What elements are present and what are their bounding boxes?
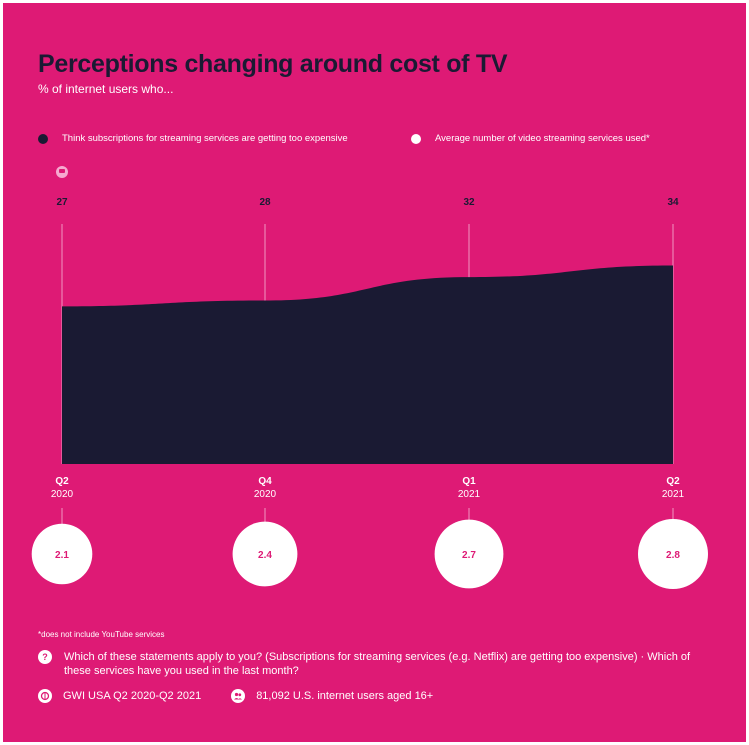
bubble-label: 2.4 (258, 550, 272, 561)
chart-subtitle: % of internet users who... (38, 82, 174, 96)
bubble (232, 521, 298, 587)
x-tick-quarter: Q4 (258, 476, 272, 487)
legend-swatch-white (411, 133, 421, 144)
users-icon (231, 689, 246, 703)
source-row: GWI USA Q2 2020-Q2 2021 81,092 U.S. inte… (38, 689, 463, 703)
data-label: 32 (463, 197, 475, 208)
area-series-expensive (62, 265, 673, 464)
bubble-label: 2.1 (55, 550, 69, 561)
sample-item: 81,092 U.S. internet users aged 16+ (231, 689, 433, 703)
x-tick-quarter: Q2 (666, 476, 680, 487)
legend-item-expensive: Think subscriptions for streaming servic… (38, 133, 348, 144)
question-icon: ? (38, 650, 52, 664)
bubble (434, 519, 504, 589)
bubble-label: 2.8 (666, 550, 680, 561)
chart-card: Perceptions changing around cost of TV %… (3, 3, 746, 742)
legend-swatch-dark (38, 133, 48, 144)
x-tick-quarter: Q1 (462, 476, 476, 487)
legend-item-average: Average number of video streaming servic… (411, 133, 650, 144)
x-tick-quarter: Q2 (55, 476, 69, 487)
bubble (31, 523, 93, 585)
globe-icon (38, 689, 52, 703)
data-label: 27 (56, 197, 68, 208)
x-tick-year: 2020 (254, 489, 277, 500)
chart-title: Perceptions changing around cost of TV (38, 50, 508, 78)
footnote: *does not include YouTube services (38, 630, 165, 639)
x-tick-year: 2021 (458, 489, 481, 500)
data-label: 34 (667, 197, 679, 208)
legend-label-expensive: Think subscriptions for streaming servic… (62, 133, 348, 144)
x-tick-year: 2021 (662, 489, 685, 500)
question-row: ? Which of these statements apply to you… (38, 650, 704, 678)
source-text: GWI USA Q2 2020-Q2 2021 (63, 690, 202, 702)
area-chart: 27 28 32 34 Q2 2020 Q4 2020 Q1 2021 Q2 2021 2.1 2.4 2.… (31, 166, 708, 589)
tv-icon-screen (59, 169, 65, 173)
bubble-label: 2.7 (462, 550, 476, 561)
bubble (638, 519, 708, 589)
x-tick-year: 2020 (51, 489, 74, 500)
data-label: 28 (259, 197, 271, 208)
sample-text: 81,092 U.S. internet users aged 16+ (256, 690, 434, 702)
legend-label-average: Average number of video streaming servic… (435, 133, 650, 144)
source-item: GWI USA Q2 2020-Q2 2021 (38, 689, 201, 703)
question-text: Which of these statements apply to you? … (64, 651, 691, 677)
